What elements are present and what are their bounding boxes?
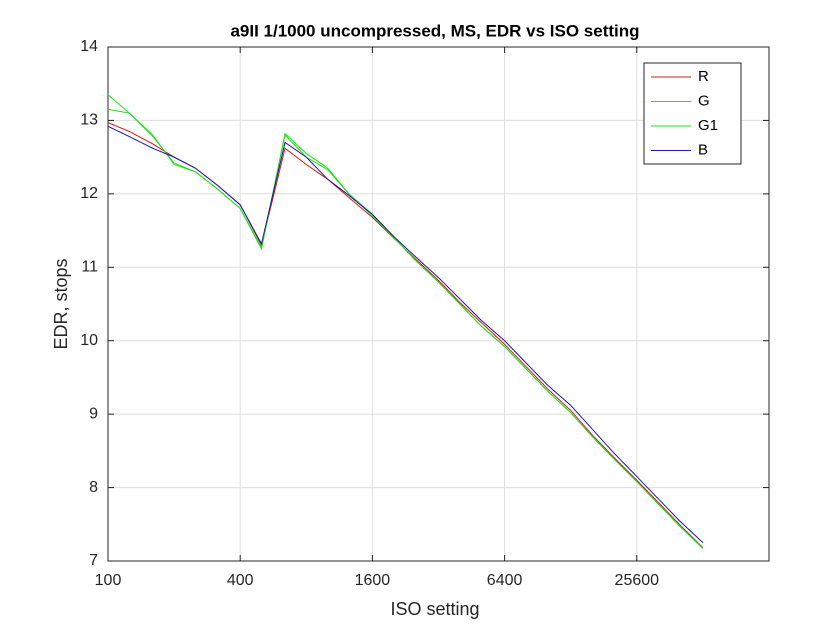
y-tick-label: 13 [80,112,98,129]
x-tick-label: 6400 [487,572,523,589]
x-tick-label: 100 [95,572,122,589]
x-axis-label: ISO setting [390,599,479,619]
series-line [107,125,704,544]
y-tick-label: 12 [80,185,98,202]
legend-label: R [698,68,709,85]
x-tick-label: 1600 [355,572,391,589]
y-axis-label: EDR, stops [51,258,71,349]
legend-label: B [698,141,708,158]
x-tick-label: 25600 [615,572,660,589]
y-tick-label: 9 [89,405,98,422]
y-tick-label: 8 [89,479,98,496]
legend-label: G1 [698,117,718,134]
y-tick-label: 7 [89,552,98,569]
legend: RG G1 B [643,62,742,165]
chart-title: a9II 1/1000 uncompressed, MS, EDR vs ISO… [230,21,639,40]
legend-box [643,62,742,165]
plot-frame [107,46,770,562]
series-line [107,108,704,549]
y-tick-label: 11 [81,259,98,276]
y-tick-label: 10 [80,332,98,349]
x-tick-label: 400 [227,572,254,589]
legend-label: G [698,92,710,109]
y-tick-label: 14 [80,38,98,55]
